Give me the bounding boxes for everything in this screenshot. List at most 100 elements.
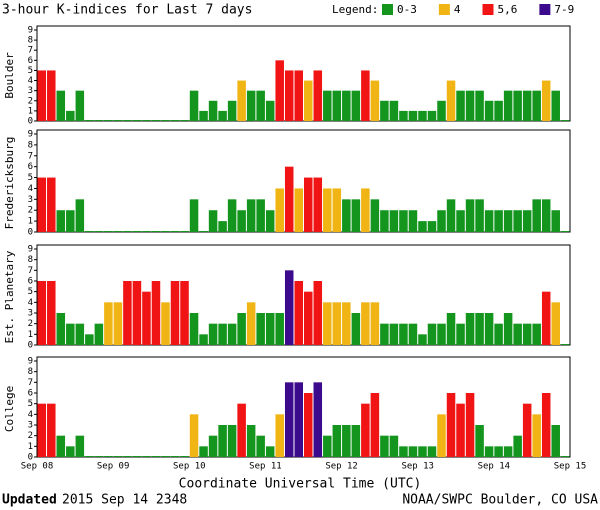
bar — [465, 313, 475, 345]
y-tick-label: 9 — [28, 245, 33, 255]
bar — [151, 231, 161, 232]
bar — [446, 393, 456, 457]
bar — [104, 456, 113, 457]
bar — [399, 210, 408, 232]
bar — [275, 188, 284, 232]
panel-frame — [36, 129, 571, 233]
bar — [180, 456, 189, 457]
bar — [361, 302, 370, 345]
bar — [323, 90, 332, 121]
y-tick-label: 0 — [28, 228, 33, 238]
bar — [132, 456, 142, 457]
bar — [161, 456, 170, 457]
y-tick-label: 2 — [28, 431, 33, 441]
bar — [66, 323, 75, 345]
bar — [408, 446, 418, 457]
bar — [475, 90, 484, 121]
bar — [484, 313, 494, 345]
bar — [313, 382, 323, 457]
y-tick-label: 5 — [28, 173, 33, 183]
bar — [256, 313, 265, 345]
bar — [522, 403, 532, 457]
y-tick-label: 7 — [28, 266, 33, 276]
bar — [332, 425, 342, 457]
y-tick-label: 7 — [28, 46, 33, 56]
bar — [513, 90, 522, 121]
bar — [237, 403, 246, 457]
bar — [323, 435, 332, 457]
bar — [465, 393, 475, 457]
x-tick-label: Sep 10 — [173, 462, 206, 472]
bar — [56, 90, 66, 121]
bar — [551, 90, 560, 121]
y-tick-label: 0 — [28, 117, 33, 127]
bar — [560, 456, 570, 457]
bar — [123, 231, 132, 232]
x-tick-label: Sep 14 — [478, 462, 511, 472]
y-axis-title: College — [3, 386, 16, 432]
y-tick-label: 5 — [28, 399, 33, 409]
bar — [389, 435, 399, 457]
bar — [560, 231, 570, 232]
bar — [237, 210, 246, 232]
y-tick-label: 9 — [28, 357, 33, 367]
bar — [494, 446, 503, 457]
y-tick-label: 4 — [28, 184, 33, 194]
bar — [399, 446, 408, 457]
y-axis-title: Boulder — [3, 52, 16, 99]
bar — [246, 199, 256, 232]
bar — [47, 177, 56, 232]
y-tick-label: 1 — [28, 330, 33, 340]
bar — [170, 231, 180, 232]
bar — [532, 414, 541, 457]
y-tick-label: 8 — [28, 367, 33, 377]
bar — [170, 456, 180, 457]
bar — [246, 425, 256, 457]
bar — [532, 90, 541, 121]
bar — [227, 199, 237, 232]
bar — [541, 199, 551, 232]
bar — [246, 302, 256, 345]
bar — [75, 323, 85, 345]
bar — [237, 313, 246, 345]
y-tick-label: 4 — [28, 410, 33, 420]
bar — [66, 210, 75, 232]
bar — [199, 446, 208, 457]
bar — [484, 210, 494, 232]
bar — [151, 281, 161, 345]
bar — [275, 313, 284, 345]
bar — [161, 231, 170, 232]
bar — [551, 210, 560, 232]
x-tick-label: Sep 11 — [249, 462, 282, 472]
y-tick-label: 7 — [28, 378, 33, 388]
bar — [237, 80, 246, 121]
bar — [342, 302, 351, 345]
bar — [227, 425, 237, 457]
x-tick-label: Sep 09 — [97, 462, 130, 472]
bar — [123, 456, 132, 457]
bar — [513, 210, 522, 232]
bar — [265, 100, 275, 121]
bar — [142, 456, 151, 457]
bar — [75, 90, 85, 121]
bar — [284, 70, 294, 121]
bar — [294, 188, 303, 232]
bar — [494, 100, 503, 121]
y-tick-label: 5 — [28, 66, 33, 76]
bar — [332, 302, 342, 345]
bar — [351, 199, 361, 232]
bar — [151, 120, 161, 121]
bar — [37, 403, 47, 457]
y-tick-label: 6 — [28, 389, 33, 399]
bar — [104, 231, 113, 232]
bar — [408, 210, 418, 232]
bar — [47, 70, 56, 121]
bar — [56, 210, 66, 232]
bar — [370, 80, 380, 121]
y-tick-label: 3 — [28, 309, 33, 319]
bar — [541, 80, 551, 121]
bar — [304, 393, 313, 457]
bar — [503, 313, 513, 345]
bar — [218, 323, 227, 345]
y-tick-label: 6 — [28, 162, 33, 172]
